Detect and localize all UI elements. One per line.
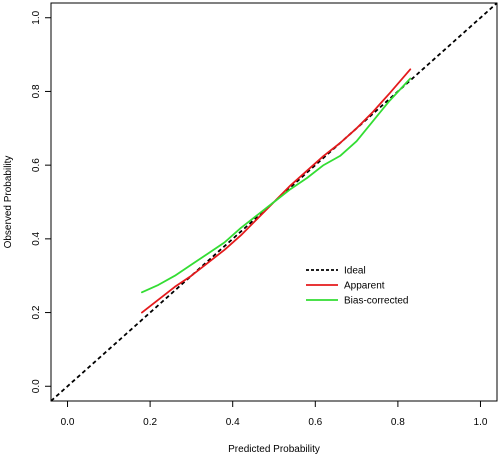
y-axis-label: Observed Probability <box>3 156 14 249</box>
y-tick-label: 0.8 <box>31 84 42 98</box>
x-tick-label: 0.4 <box>226 417 240 428</box>
y-axis: 0.0 0.2 0.4 0.6 0.8 1.0 <box>31 10 51 393</box>
x-tick-label: 0.2 <box>143 417 157 428</box>
series-line-apparent <box>140 68 412 314</box>
y-tick-label: 1.0 <box>31 10 42 24</box>
y-tick-label: 0.6 <box>31 158 42 172</box>
y-tick-label: 0.2 <box>31 305 42 319</box>
y-tick-label: 0.0 <box>31 379 42 393</box>
legend-label-ideal: Ideal <box>344 266 366 277</box>
x-tick-label: 0.6 <box>308 417 322 428</box>
plot-lines <box>50 2 498 402</box>
x-tick-label: 1.0 <box>474 417 488 428</box>
legend: Ideal Apparent Bias-corrected <box>306 266 408 307</box>
x-tick-label: 0.8 <box>391 417 405 428</box>
y-tick-label: 0.4 <box>31 231 42 245</box>
x-axis-label: Predicted Probability <box>228 444 320 455</box>
plot-frame <box>50 2 498 402</box>
x-axis: 0.0 0.2 0.4 0.6 0.8 1.0 <box>61 401 488 428</box>
x-tick-label: 0.0 <box>61 417 75 428</box>
series-line-bias-corrected <box>140 77 412 294</box>
series-line-ideal <box>50 2 498 402</box>
legend-label-bias-corrected: Bias-corrected <box>344 296 408 307</box>
legend-label-apparent: Apparent <box>344 281 385 292</box>
